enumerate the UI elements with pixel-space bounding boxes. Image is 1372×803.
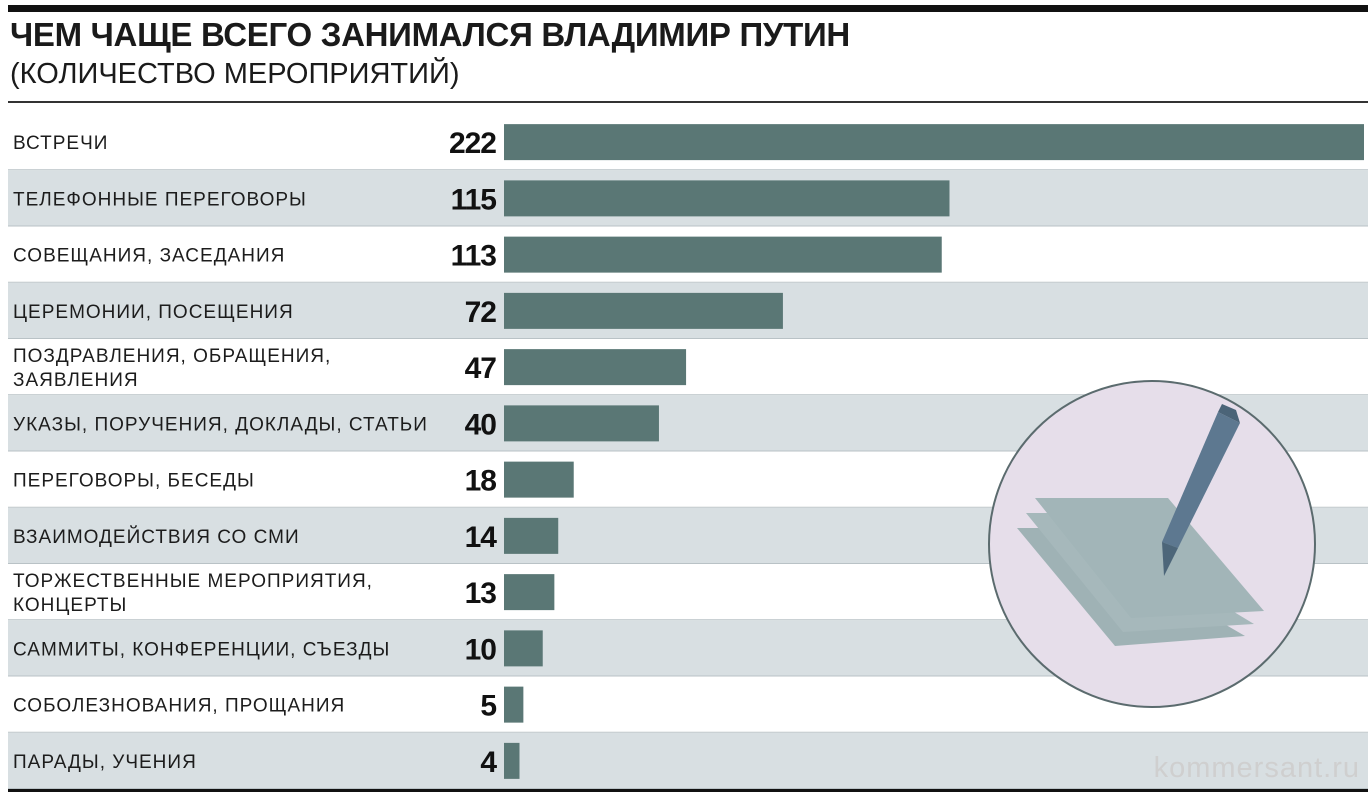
category-label: ВЗАИМОДЕЙСТВИЯ СО СМИ bbox=[13, 526, 300, 548]
data-label: 47 bbox=[465, 352, 497, 385]
data-label: 222 bbox=[449, 127, 496, 160]
bar bbox=[504, 124, 1364, 161]
row-separator bbox=[8, 281, 1368, 283]
category-label: ПАРАДЫ, УЧЕНИЯ bbox=[13, 752, 197, 773]
data-label: 18 bbox=[465, 465, 497, 498]
category-label: ТЕЛЕФОННЫЕ ПЕРЕГОВОРЫ bbox=[13, 189, 307, 210]
row-separator bbox=[8, 450, 1368, 452]
category-label: СОВЕЩАНИЯ, ЗАСЕДАНИЯ bbox=[13, 246, 285, 267]
data-label: 40 bbox=[465, 408, 497, 441]
pen-tip bbox=[1162, 542, 1178, 576]
bar bbox=[504, 405, 659, 442]
pen-cap bbox=[1218, 404, 1240, 423]
bar bbox=[504, 180, 950, 217]
category-label-line: ПОЗДРАВЛЕНИЯ, ОБРАЩЕНИЯ, bbox=[13, 346, 331, 367]
row-separator bbox=[8, 675, 1368, 677]
bar bbox=[504, 292, 783, 329]
watermark: kommersant.ru bbox=[1153, 752, 1360, 784]
chart-title: ЧЕМ ЧАЩЕ ВСЕГО ЗАНИМАЛСЯ ВЛАДИМИР ПУТИН bbox=[10, 16, 850, 53]
row-separator bbox=[8, 619, 1368, 621]
category-label-line: ТОРЖЕСТВЕННЫЕ МЕРОПРИЯТИЯ, bbox=[13, 571, 373, 592]
category-label: ТОРЖЕСТВЕННЫЕ МЕРОПРИЯТИЯ, КОНЦЕРТЫ bbox=[13, 571, 373, 616]
category-label-line: КОНЦЕРТЫ bbox=[13, 595, 127, 616]
data-label: 115 bbox=[451, 183, 497, 216]
row-separator bbox=[8, 506, 1368, 508]
category-label-line: ЗАЯВЛЕНИЯ bbox=[13, 370, 139, 391]
data-label: 72 bbox=[465, 296, 497, 329]
chart-bars bbox=[504, 124, 1364, 779]
category-label: ПОЗДРАВЛЕНИЯ, ОБРАЩЕНИЯ, ЗАЯВЛЕНИЯ bbox=[13, 346, 331, 391]
bar bbox=[504, 517, 559, 554]
row-separator bbox=[8, 225, 1368, 227]
bar bbox=[504, 349, 687, 386]
data-label: 14 bbox=[465, 521, 498, 554]
data-label: 5 bbox=[480, 690, 496, 723]
paper-and-pen-icon bbox=[988, 380, 1316, 708]
category-label: ПЕРЕГОВОРЫ, БЕСЕДЫ bbox=[13, 471, 255, 492]
bar bbox=[504, 461, 574, 498]
bar bbox=[504, 574, 555, 611]
category-label: САММИТЫ, КОНФЕРЕНЦИИ, СЪЕЗДЫ bbox=[13, 639, 390, 660]
bottom-rule bbox=[8, 789, 1368, 792]
row-separator bbox=[8, 169, 1368, 171]
row-separator bbox=[8, 788, 1368, 789]
bar bbox=[504, 742, 520, 779]
bar bbox=[504, 236, 942, 273]
bar bbox=[504, 630, 543, 667]
category-label: ВСТРЕЧИ bbox=[13, 133, 108, 154]
header-divider bbox=[8, 101, 1368, 103]
data-label: 10 bbox=[465, 633, 497, 666]
row-separator bbox=[8, 563, 1368, 564]
category-label: СОБОЛЕЗНОВАНИЯ, ПРОЩАНИЯ bbox=[13, 696, 345, 717]
pen-body bbox=[1162, 412, 1240, 548]
category-label: ЦЕРЕМОНИИ, ПОСЕЩЕНИЯ bbox=[13, 302, 294, 323]
paper-sheet-front bbox=[1035, 498, 1264, 618]
row-separator bbox=[8, 338, 1368, 339]
row-separator bbox=[8, 394, 1368, 396]
data-label: 113 bbox=[451, 240, 497, 273]
data-label: 4 bbox=[480, 746, 497, 779]
bar bbox=[504, 686, 524, 723]
top-rule bbox=[8, 5, 1368, 12]
category-label: УКАЗЫ, ПОРУЧЕНИЯ, ДОКЛАДЫ, СТАТЬИ bbox=[13, 414, 428, 435]
chart-labels: 222 ВСТРЕЧИ 115 ТЕЛЕФОННЫЕ ПЕРЕГОВОРЫ 113 СОВ… bbox=[13, 127, 498, 779]
row-separator bbox=[8, 731, 1368, 733]
chart-subtitle: (КОЛИЧЕСТВО МЕРОПРИЯТИЙ) bbox=[10, 58, 460, 90]
data-label: 13 bbox=[465, 577, 497, 610]
row-background bbox=[8, 732, 1368, 789]
